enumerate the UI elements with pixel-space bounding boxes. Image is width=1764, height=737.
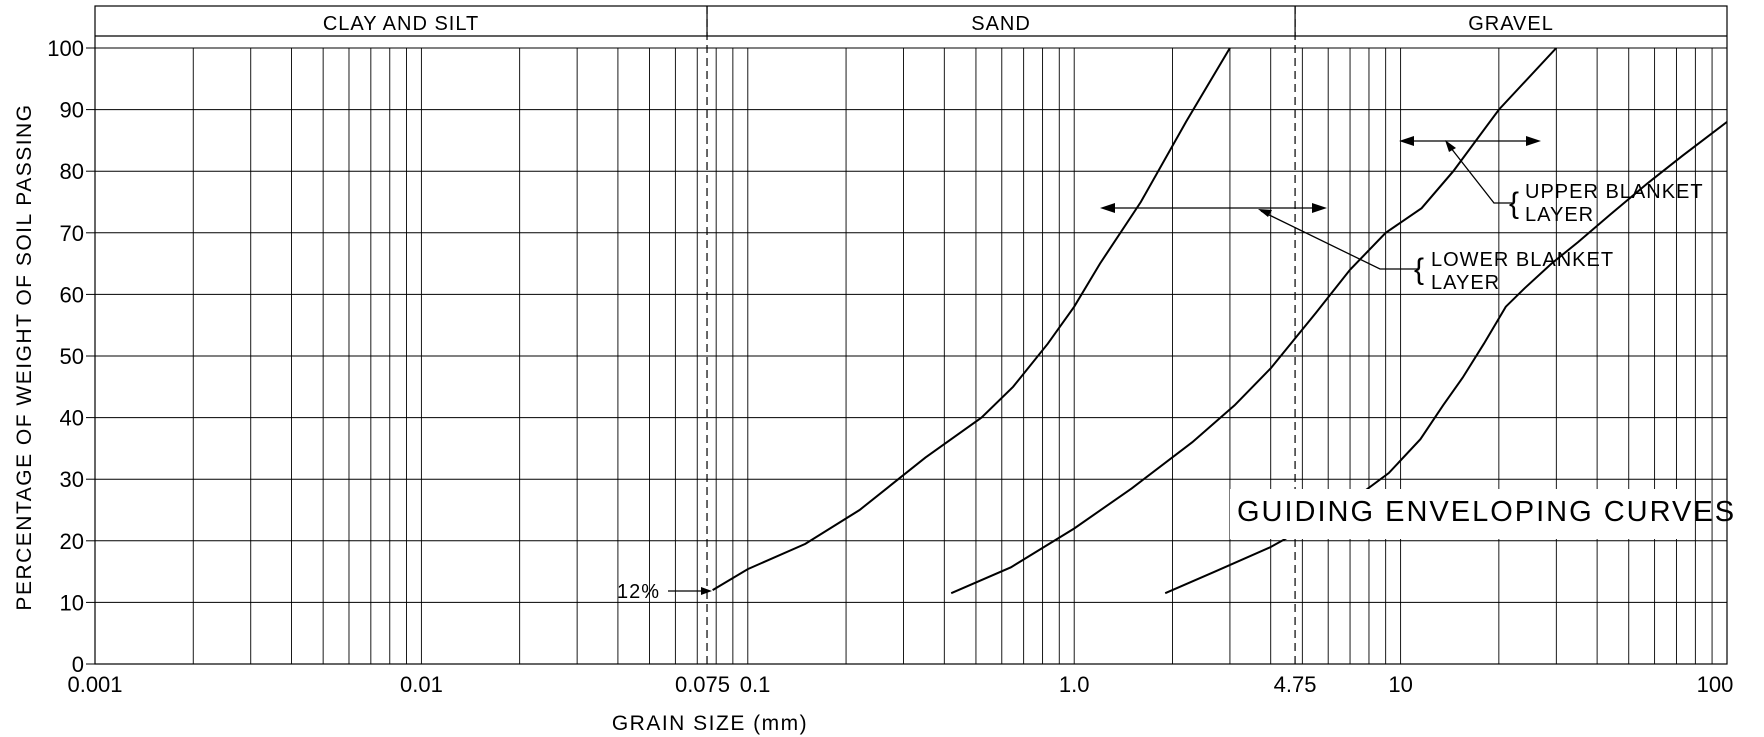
upper-blanket-leader-arrowhead — [1445, 140, 1456, 152]
upper-blanket-annotation: { UPPER BLANKET LAYER — [1399, 136, 1704, 226]
upper-blanket-right-arrowhead — [1526, 136, 1541, 146]
enveloping-curves-label: GUIDING ENVELOPING CURVES — [1237, 496, 1736, 528]
x-tick-label: 10 — [1388, 672, 1412, 697]
enveloping-curves-label-box: GUIDING ENVELOPING CURVES — [1230, 489, 1736, 539]
upper-blanket-brace: { — [1509, 187, 1519, 220]
y-tick-label: 60 — [60, 282, 84, 307]
percent-marker-arrowhead — [701, 587, 712, 595]
x-tick-label: 0.1 — [740, 672, 771, 697]
x-tick-label: 0.01 — [400, 672, 443, 697]
y-tick-label: 0 — [72, 652, 84, 677]
lower-blanket-leader-arrowhead — [1258, 209, 1272, 217]
vertical-gridlines — [192, 48, 1713, 664]
band-label: CLAY AND SILT — [323, 13, 479, 35]
y-tick-label: 70 — [60, 221, 84, 246]
y-tick-label: 10 — [60, 590, 84, 615]
lower-blanket-label-line1: LOWER BLANKET — [1431, 249, 1614, 271]
y-tick-label: 20 — [60, 529, 84, 554]
upper-blanket-left-arrowhead — [1399, 136, 1414, 146]
x-tick-label: 0.075 — [675, 672, 730, 697]
gradation-curve-1 — [712, 48, 1231, 591]
x-tick-label: 100 — [1697, 672, 1734, 697]
lower-blanket-leader — [1260, 210, 1418, 270]
lower-blanket-brace: { — [1414, 253, 1424, 286]
band-label: GRAVEL — [1468, 13, 1554, 35]
y-axis-title: PERCENTAGE OF WEIGHT OF SOIL PASSING — [13, 103, 36, 610]
y-tick-label: 50 — [60, 344, 84, 369]
x-tick-label: 1.0 — [1059, 672, 1090, 697]
soil-band-labels: CLAY AND SILT SAND GRAVEL — [323, 13, 1554, 35]
y-tick-label: 90 — [60, 98, 84, 123]
band-label: SAND — [971, 13, 1031, 35]
gradation-curve-2 — [950, 48, 1558, 595]
chart-frame — [94, 5, 1728, 665]
upper-blanket-leader — [1446, 142, 1512, 204]
x-tick-label: 4.75 — [1274, 672, 1317, 697]
y-tick-label: 100 — [47, 36, 84, 61]
horizontal-gridlines — [95, 47, 1727, 603]
upper-blanket-label-line2: LAYER — [1525, 204, 1594, 226]
percent-marker-label: 12% — [617, 581, 660, 603]
y-tick-label: 80 — [60, 159, 84, 184]
y-tick-label: 30 — [60, 467, 84, 492]
reference-lines — [706, 6, 1296, 668]
x-axis-title: GRAIN SIZE (mm) — [612, 712, 808, 735]
lower-blanket-label-line2: LAYER — [1431, 272, 1500, 294]
x-tick-label: 0.001 — [67, 672, 122, 697]
lower-blanket-right-arrowhead — [1312, 203, 1327, 213]
enveloping-curves-label-background — [1230, 489, 1692, 539]
x-tick-labels: 0.001 0.01 0.075 0.1 1.0 4.75 10 100 — [67, 672, 1733, 697]
percent-marker: 12% — [617, 581, 712, 603]
lower-blanket-left-arrowhead — [1100, 203, 1115, 213]
upper-blanket-label-line1: UPPER BLANKET — [1525, 181, 1704, 203]
y-tick-label: 40 — [60, 406, 84, 431]
y-tick-labels: 0 10 20 30 40 50 60 70 80 90 100 — [47, 36, 95, 677]
lower-blanket-annotation: { LOWER BLANKET LAYER — [1100, 203, 1614, 294]
